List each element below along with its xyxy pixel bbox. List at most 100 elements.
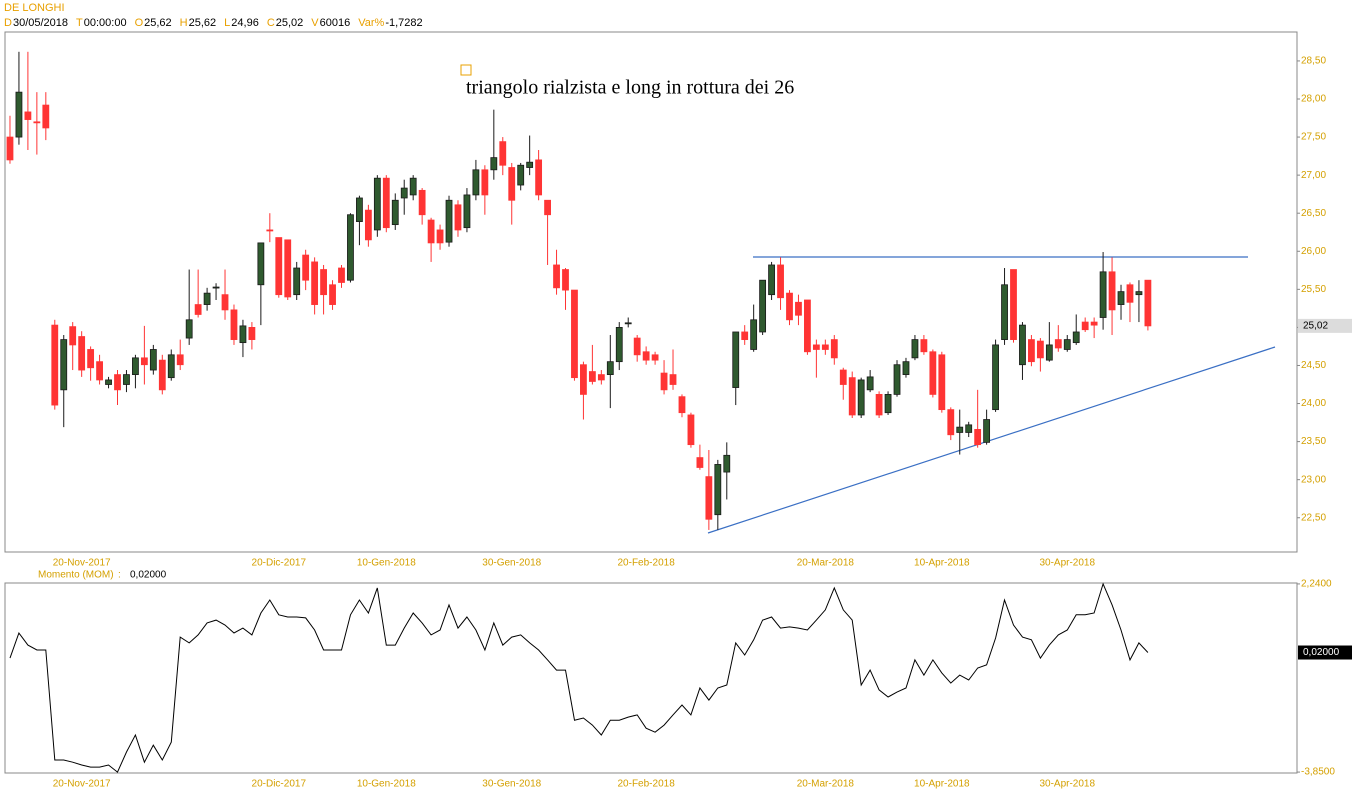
candle-body (239, 325, 247, 344)
header-value: 25,62 (189, 17, 217, 29)
candle-body (544, 199, 551, 216)
candle-body (329, 284, 336, 305)
candle-body (33, 121, 41, 124)
candle-body (651, 354, 659, 361)
candle-body (1010, 269, 1017, 340)
candle-body (6, 136, 14, 161)
candle-body (866, 376, 874, 391)
candle-body (1028, 339, 1035, 363)
candle-body (293, 267, 301, 296)
candle-body (167, 354, 175, 379)
candle-body (624, 322, 632, 325)
candle-body (974, 429, 982, 446)
candle-body (51, 324, 59, 406)
candle-body (373, 177, 381, 231)
candle-body (96, 361, 103, 381)
candle-body (132, 357, 139, 376)
candle-body (436, 229, 444, 244)
legend-label: Momento (MOM) (38, 570, 114, 581)
x-tick-label: 30-Gen-2018 (482, 558, 541, 569)
last-value-box (1298, 645, 1352, 660)
candle-body (768, 264, 775, 296)
candle-body (830, 339, 838, 359)
candle-body (194, 304, 202, 315)
candle-body (588, 371, 596, 382)
header-key: L (224, 17, 230, 29)
candle-body (176, 354, 184, 366)
candle-body (284, 239, 292, 298)
candle-body (266, 229, 274, 232)
header-value: 25,02 (276, 17, 304, 29)
candle-body (1063, 339, 1071, 350)
candle-body (311, 261, 319, 305)
candle-body (320, 269, 327, 296)
header-key: V (311, 17, 319, 29)
candle-body (203, 292, 211, 305)
candle-body (633, 337, 641, 356)
price-panel (4, 31, 1298, 553)
momentum-line (9, 582, 1149, 773)
y-tick-label: 23,50 (1301, 436, 1326, 447)
candle-body (759, 279, 767, 333)
candle-body (391, 199, 399, 226)
candle-body (221, 294, 229, 311)
candle-body (965, 424, 973, 433)
candle-body (400, 187, 408, 199)
candle-body (660, 372, 668, 391)
candle-body (149, 349, 157, 371)
header: D 30/05/2018 T 00:00:00 O 25,62 H 25,62 L 24,96 C 2… (4, 17, 423, 29)
annotation-marker (460, 64, 472, 76)
candle-body (427, 219, 435, 244)
candle-body (893, 364, 901, 395)
y-tick-label: 22,50 (1301, 512, 1326, 523)
y-tick-label: 26,00 (1301, 246, 1326, 257)
candle-body (553, 264, 560, 289)
candle-body (1117, 291, 1125, 305)
candle-body (105, 379, 112, 385)
candle-body (597, 374, 605, 381)
candle-body (705, 476, 713, 520)
header-value: 25,62 (144, 17, 172, 29)
candle-body (911, 339, 919, 359)
candle-body (606, 361, 614, 376)
candle-body (562, 269, 569, 291)
header-value: 30/05/2018 (13, 17, 68, 29)
x-tick-label: 30-Apr-2018 (1039, 558, 1095, 569)
candle-body (499, 141, 507, 166)
header-key: T (76, 17, 83, 29)
candle-body (212, 286, 220, 289)
candle-body (687, 414, 695, 446)
candle-body (123, 374, 130, 385)
candle-body (1036, 340, 1044, 359)
header-key: O (135, 17, 144, 29)
y-tick-label: 24,00 (1301, 398, 1326, 409)
chart-title: DE LONGHI (4, 2, 65, 14)
candle-body (1108, 271, 1116, 311)
trend-line (707, 346, 1276, 534)
candle-body (356, 197, 363, 222)
candle-body (580, 364, 587, 395)
y-tick-label: 27,50 (1301, 132, 1326, 143)
x-tick-label: 20-Nov-2017 (53, 779, 111, 790)
candle-body (409, 177, 417, 196)
x-tick-label: 10-Gen-2018 (357, 558, 416, 569)
x-tick-label: 20-Mar-2018 (797, 558, 855, 569)
candle-body (938, 354, 946, 411)
candle-body (275, 237, 283, 296)
candle-body (821, 344, 829, 350)
candle-body (1001, 284, 1008, 340)
y-tick-label: 24,50 (1301, 360, 1326, 371)
candle-body (839, 369, 847, 385)
candle-body (732, 331, 740, 388)
candle-body (454, 204, 462, 231)
candle-body (248, 327, 256, 340)
y-tick-label: 25,50 (1301, 284, 1326, 295)
last-value-label: 25,02 (1303, 321, 1328, 332)
candle-body (669, 374, 677, 385)
x-tick-label: 20-Feb-2018 (618, 779, 676, 790)
header-value: -1,7282 (385, 17, 422, 29)
candle-body (615, 327, 623, 363)
candle-body (1019, 324, 1026, 366)
header-value: 24,96 (231, 17, 259, 29)
